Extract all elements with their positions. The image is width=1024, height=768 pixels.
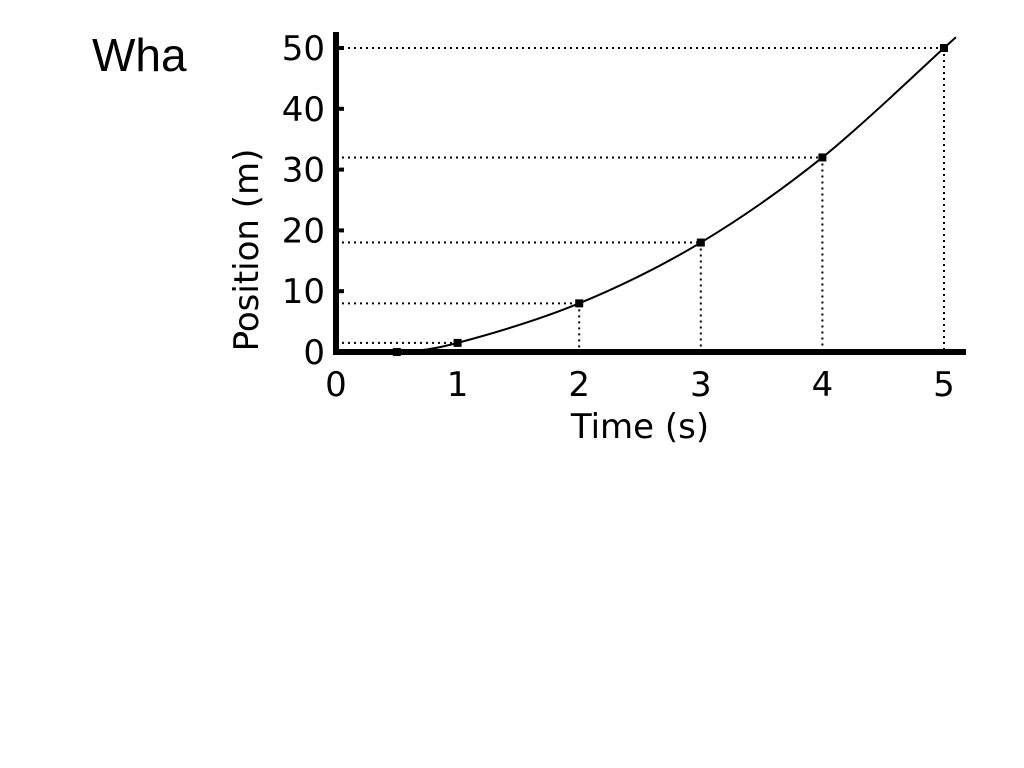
data-points [392, 44, 948, 356]
y-axis-ticks: 0 10 20 30 40 50 [282, 29, 344, 373]
y-tick-label: 30 [282, 151, 325, 191]
x-tick-label: 3 [690, 365, 712, 405]
chart-axes [333, 32, 966, 355]
y-tick-label: 10 [282, 272, 325, 312]
x-axis-ticks: 0 1 2 3 4 5 [325, 365, 955, 405]
x-tick-label: 5 [933, 365, 955, 405]
data-point [392, 348, 401, 356]
y-axis-label: Position (m) [227, 149, 267, 352]
x-tick-label: 2 [568, 365, 590, 405]
x-tick-label: 0 [325, 365, 347, 405]
position-curve [335, 36, 957, 354]
data-point [453, 338, 462, 347]
slide-title: Wha [92, 29, 187, 81]
data-point [818, 153, 827, 162]
y-tick-label: 20 [282, 211, 325, 251]
data-point [940, 44, 948, 52]
data-point [696, 238, 705, 247]
y-tick-label: 50 [282, 29, 325, 69]
x-tick-label: 4 [812, 365, 834, 405]
data-line-layer [335, 36, 957, 354]
x-tick-label: 1 [447, 365, 469, 405]
y-tick-label: 40 [282, 90, 325, 130]
guide-lines [336, 47, 945, 352]
data-point [575, 299, 584, 308]
y-tick-label: 0 [303, 333, 325, 373]
x-axis-label: Time (s) [570, 407, 709, 447]
